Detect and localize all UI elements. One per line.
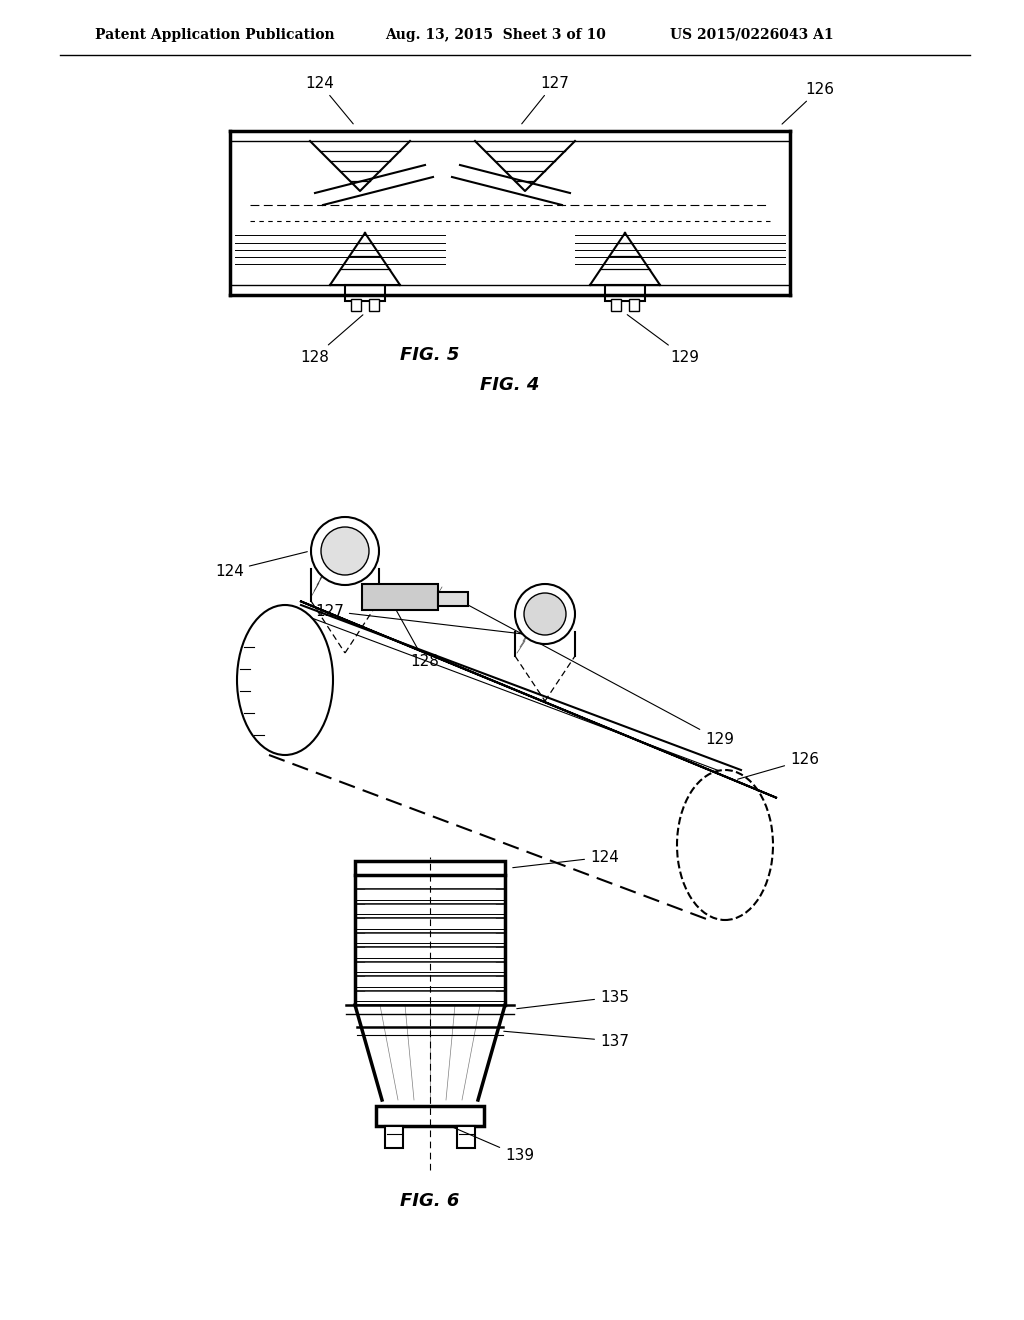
- Bar: [385, 1126, 403, 1148]
- Text: 135: 135: [517, 990, 629, 1008]
- Bar: [345, 285, 385, 301]
- Text: 126: 126: [737, 752, 819, 779]
- Ellipse shape: [311, 517, 379, 585]
- Text: FIG. 4: FIG. 4: [480, 376, 540, 393]
- Polygon shape: [300, 601, 777, 799]
- Text: 129: 129: [458, 599, 734, 747]
- Ellipse shape: [677, 770, 773, 920]
- Ellipse shape: [515, 583, 575, 644]
- Text: FIG. 6: FIG. 6: [400, 1192, 460, 1210]
- Text: US 2015/0226043 A1: US 2015/0226043 A1: [670, 28, 834, 42]
- Ellipse shape: [524, 593, 566, 635]
- Bar: [457, 1126, 475, 1148]
- Bar: [362, 583, 438, 610]
- Bar: [369, 300, 379, 312]
- Text: 139: 139: [453, 1127, 535, 1163]
- Text: 127: 127: [522, 75, 569, 124]
- Ellipse shape: [237, 605, 333, 755]
- Text: 124: 124: [513, 850, 618, 867]
- Text: 137: 137: [504, 1031, 629, 1048]
- Text: 126: 126: [782, 82, 834, 124]
- Text: 129: 129: [628, 314, 699, 364]
- Text: Aug. 13, 2015  Sheet 3 of 10: Aug. 13, 2015 Sheet 3 of 10: [385, 28, 606, 42]
- Text: 124: 124: [215, 552, 307, 578]
- Ellipse shape: [321, 527, 369, 576]
- Bar: [376, 1106, 484, 1126]
- Text: 124: 124: [305, 75, 353, 124]
- Text: 128: 128: [300, 315, 362, 364]
- Bar: [351, 300, 361, 312]
- Bar: [629, 300, 639, 312]
- Text: 128: 128: [396, 610, 439, 668]
- Bar: [611, 300, 621, 312]
- Text: 127: 127: [315, 603, 538, 636]
- Bar: [355, 861, 505, 875]
- Bar: [438, 591, 468, 606]
- Text: Patent Application Publication: Patent Application Publication: [95, 28, 335, 42]
- Bar: [605, 285, 645, 301]
- Text: FIG. 5: FIG. 5: [400, 346, 460, 364]
